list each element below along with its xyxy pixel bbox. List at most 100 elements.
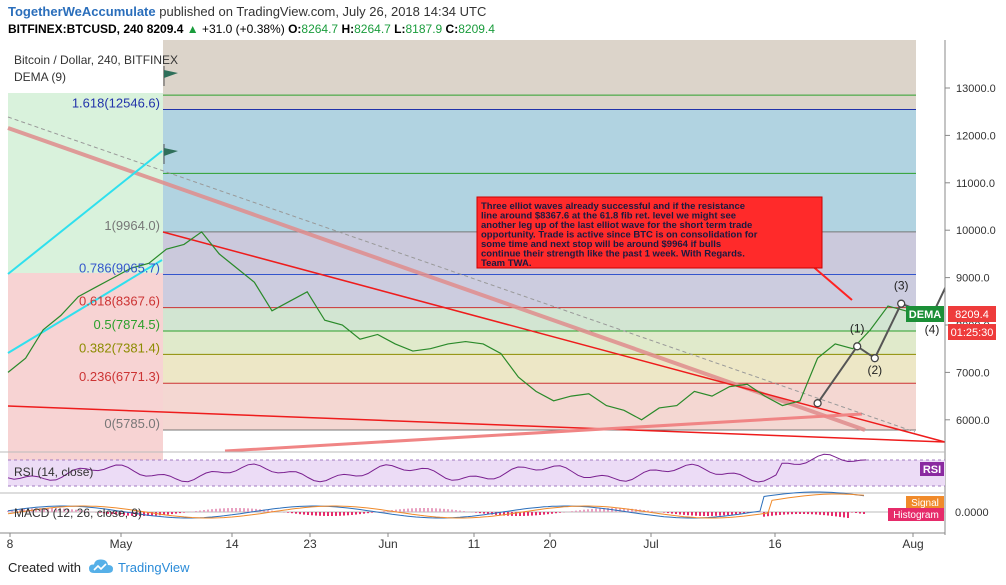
x-tick-label: Aug <box>902 537 923 551</box>
low-value: 8187.9 <box>405 22 443 36</box>
histogram-badge-label: Histogram <box>893 510 939 521</box>
x-tick-label: 23 <box>303 537 317 551</box>
close-value: 8209.4 <box>458 22 495 36</box>
y-tick-label: 11000.0 <box>956 178 995 190</box>
projection-point[interactable] <box>853 342 862 351</box>
fib-level-label: 1.618(12546.6) <box>72 95 160 110</box>
y-tick-label: 10000.0 <box>956 225 996 237</box>
created-with-text: Created with <box>8 560 81 575</box>
macd-zero-label: 0.0000 <box>955 507 989 519</box>
x-tick-label: 11 <box>468 537 481 551</box>
fib-level-label: 0(5785.0) <box>104 416 160 431</box>
high-value: 8264.7 <box>354 22 391 36</box>
rsi-badge <box>920 462 944 476</box>
fib-level-label: 0.786(9065.7) <box>79 260 160 275</box>
y-tick-label: 6000.0 <box>956 415 990 427</box>
last-price: 8209.4 <box>146 22 184 36</box>
annotation-line: Three elliot waves already successful an… <box>481 201 745 212</box>
annotation-box[interactable] <box>476 196 823 269</box>
wave-label: (1) <box>850 321 865 335</box>
price-change: +31.0 (+0.38%) <box>201 22 285 36</box>
trendline-resistance[interactable] <box>162 231 946 443</box>
fib-level-label: 0.618(8367.6) <box>79 294 160 309</box>
timer-badge <box>948 324 996 340</box>
y-tick-label: 13000.0 <box>956 83 996 95</box>
macd-signal-line <box>7 493 865 519</box>
dema-badge-label: DEMA <box>909 309 941 321</box>
tradingview-cloud-icon <box>89 559 113 573</box>
trendline-support[interactable] <box>7 405 946 443</box>
close-label: C: <box>445 22 459 36</box>
ohlc-line: BITFINEX:BTCUSD, 240 8209.4 ▲ +31.0 (+0.… <box>8 22 495 36</box>
trendline-upper[interactable] <box>7 126 866 432</box>
legend-indicator: DEMA (9) <box>14 70 66 84</box>
elliott-projection-line <box>816 232 973 404</box>
wave-label: (4) <box>925 323 940 337</box>
legend-title: Bitcoin / Dollar, 240, BITFINEX <box>14 53 178 67</box>
fib-zone <box>163 354 916 384</box>
x-tick-label: 16 <box>768 537 782 551</box>
channel-line-upper <box>7 259 163 354</box>
fib-zone <box>163 307 916 331</box>
footer: Created with TradingView <box>0 553 1006 585</box>
histogram-badge <box>888 508 944 521</box>
annotation-text: Three elliot waves already successful an… <box>481 201 758 269</box>
price-chart[interactable]: (1)(2)(3)(4)(5) Three elliot waves alrea… <box>0 40 1006 553</box>
annotation-line: continue their strength like the past 1 … <box>481 249 745 260</box>
up-arrow-icon: ▲ <box>186 22 199 36</box>
x-tick-label: Jun <box>378 537 397 551</box>
y-tick-label: 12000.0 <box>956 130 996 142</box>
x-tick-label: 14 <box>225 537 239 551</box>
symbol-label: BITFINEX:BTCUSD, 240 <box>8 22 144 36</box>
dashed-trendline <box>7 116 916 433</box>
open-label: O: <box>288 22 302 36</box>
projection-point[interactable] <box>897 299 906 308</box>
x-tick-label: 20 <box>543 537 557 551</box>
fib-zone <box>163 274 916 308</box>
x-axis-ticks: 8 May 14 23 Jun 11 20 Jul 16 Aug <box>7 533 924 551</box>
fib-zone <box>163 330 916 355</box>
open-value: 8264.7 <box>301 22 339 36</box>
callout-pointer <box>809 263 853 301</box>
dema-badge <box>906 306 944 322</box>
x-tick-label: 8 <box>7 537 14 551</box>
low-label: L: <box>394 22 406 36</box>
macd-line <box>7 491 865 519</box>
signal-badge <box>906 496 944 509</box>
author-link[interactable]: TogetherWeAccumulate <box>8 4 156 19</box>
annotation-line: Team TWA. <box>481 258 532 269</box>
wave-label: (3) <box>894 279 909 293</box>
high-label: H: <box>341 22 355 36</box>
wave-label: (2) <box>867 363 882 377</box>
signal-badge-label: Signal <box>911 498 939 509</box>
chart-header: TogetherWeAccumulate published on Tradin… <box>0 0 1006 40</box>
tradingview-link[interactable]: TradingView <box>118 560 190 575</box>
fib-level-label: 1(9964.0) <box>104 218 160 233</box>
projection-point[interactable] <box>870 354 879 363</box>
fib-zone <box>163 383 916 430</box>
y-tick-label: 9000.0 <box>956 273 990 285</box>
annotation-line: opportunity. Trade is active since BTC i… <box>481 230 758 241</box>
price-series-line <box>7 231 924 421</box>
publish-line: TogetherWeAccumulate published on Tradin… <box>8 4 486 19</box>
annotation-line: another leg up of the last elliot wave f… <box>481 220 752 231</box>
rsi-badge-label: RSI <box>923 464 941 476</box>
fib-level-label: 0.382(7381.4) <box>79 340 160 355</box>
x-tick-label: May <box>110 537 133 551</box>
flag-icon <box>163 144 178 164</box>
annotation-line: line around $8367.6 at the 61.8 fib ret.… <box>481 211 736 222</box>
macd-label: MACD (12, 26, close, 9) <box>14 506 142 520</box>
left-zones <box>8 93 163 460</box>
price-badge-label: 8209.4 <box>955 309 989 321</box>
price-badge <box>948 306 996 322</box>
fib-level-label: 0.236(6771.3) <box>79 369 160 384</box>
fib-labels: 1.618(12546.6) 1(9964.0) 0.786(9065.7) 0.61… <box>72 95 160 430</box>
x-tick-label: Jul <box>643 537 658 551</box>
fib-level-label: 0.5(7874.5) <box>94 317 161 332</box>
rsi-label: RSI (14, close) <box>14 465 93 479</box>
channel-line-lower <box>7 150 163 275</box>
rsi-band <box>8 460 945 486</box>
y-tick-label: 7000.0 <box>956 367 990 379</box>
projection-point[interactable] <box>813 399 822 408</box>
trendline-rising[interactable] <box>224 412 863 453</box>
